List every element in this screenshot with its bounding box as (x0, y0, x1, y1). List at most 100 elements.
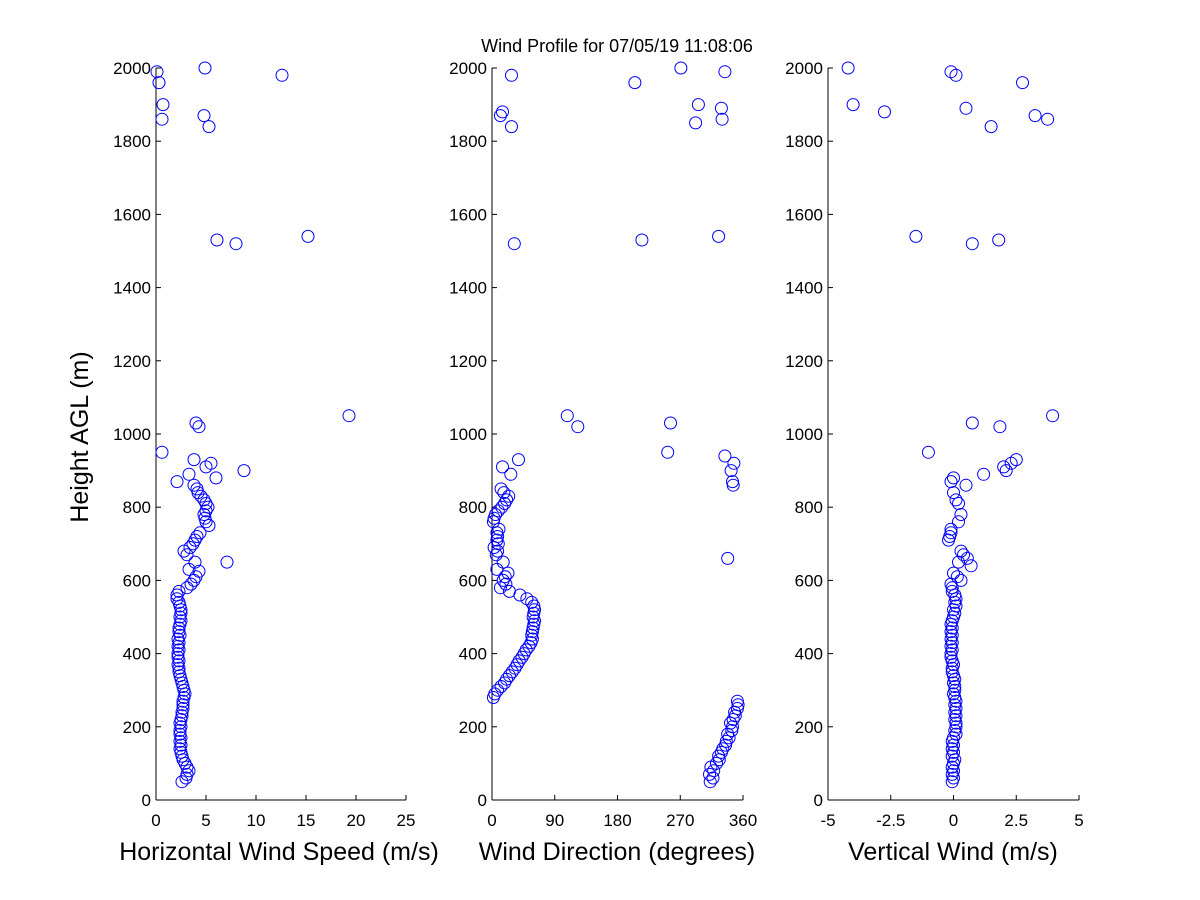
data-point (999, 464, 1013, 478)
data-point (520, 592, 534, 606)
y-tick-label: 1400 (113, 279, 151, 298)
data-point (959, 101, 973, 115)
data-point (512, 453, 525, 467)
data-point (180, 760, 194, 774)
data-point (171, 632, 185, 646)
x-tick-label: 0 (151, 811, 160, 830)
data-point (491, 544, 505, 558)
data-point (560, 409, 574, 423)
data-point (505, 665, 519, 679)
y-tick-label: 2000 (785, 59, 823, 78)
data-point (948, 683, 962, 697)
data-point (954, 544, 968, 558)
y-tick-label: 1800 (449, 132, 487, 151)
data-point (498, 676, 512, 690)
data-point (718, 449, 732, 463)
data-point (172, 665, 186, 679)
y-tick-label: 1800 (113, 132, 151, 151)
data-point (1041, 112, 1055, 126)
data-point (947, 566, 960, 580)
data-point (490, 562, 504, 576)
x-tick-label: 0 (487, 811, 496, 830)
data-point (499, 577, 513, 591)
data-point (726, 475, 739, 489)
data-point (209, 471, 223, 485)
data-point (174, 606, 188, 620)
data-point (945, 665, 959, 679)
y-axis-label: Height AGL (m) (66, 351, 94, 522)
data-point (201, 500, 215, 514)
y-tick-label: 1000 (785, 425, 823, 444)
x-tick-label: 180 (603, 811, 631, 830)
data-point (1009, 453, 1023, 467)
data-point (182, 467, 196, 481)
y-tick-label: 200 (459, 718, 487, 737)
data-points (486, 61, 745, 789)
y-tick-label: 800 (459, 498, 487, 517)
y-tick-label: 1000 (449, 425, 487, 444)
data-point (188, 533, 202, 547)
data-point (193, 526, 207, 540)
data-point (716, 742, 730, 756)
x-tick-label: 5 (201, 811, 210, 830)
data-point (721, 551, 735, 565)
data-point (944, 526, 958, 540)
data-point (489, 508, 502, 521)
y-tick-label: 400 (795, 645, 823, 664)
y-tick-label: 600 (123, 571, 151, 590)
data-point (726, 713, 740, 726)
y-tick-label: 0 (478, 791, 487, 810)
data-point (950, 570, 964, 584)
data-point (188, 555, 202, 569)
data-point (949, 592, 963, 606)
x-tick-label: 5 (1074, 811, 1083, 830)
data-point (525, 595, 539, 609)
x-tick-label: 10 (247, 811, 266, 830)
x-tick-label: 90 (545, 811, 564, 830)
data-point (964, 559, 978, 573)
data-points (841, 61, 1060, 789)
data-point (959, 478, 973, 492)
data-point (176, 698, 190, 712)
data-point (491, 504, 505, 518)
data-point (949, 720, 963, 734)
y-tick-label: 1000 (113, 425, 151, 444)
data-point (519, 643, 533, 657)
x-tick-label: -2.5 (876, 811, 905, 830)
y-tick-label: 200 (123, 718, 151, 737)
data-point (194, 489, 208, 503)
data-points (150, 61, 356, 789)
data-point (628, 76, 642, 90)
data-point (496, 555, 510, 569)
data-point (512, 654, 526, 668)
data-point (155, 112, 169, 126)
data-point (944, 522, 958, 536)
data-point (949, 702, 963, 715)
data-point (190, 482, 204, 496)
y-tick-label: 800 (123, 498, 151, 517)
subplot-1: 0 200 400 600 800 1000 1200 1400 1600 1800 2000 0 5 1… (113, 59, 439, 866)
data-point (712, 229, 726, 243)
data-point (202, 120, 216, 134)
x-tick-label: 25 (397, 811, 416, 830)
y-tick-label: 600 (459, 571, 487, 590)
data-point (730, 694, 744, 708)
x-tick-label: 15 (297, 811, 316, 830)
data-point (517, 647, 531, 661)
data-point (714, 101, 728, 115)
data-point (493, 109, 507, 123)
y-tick-label: 2000 (449, 59, 487, 78)
data-point (495, 500, 509, 514)
data-point (497, 486, 511, 500)
data-point (921, 445, 935, 459)
data-point (496, 573, 510, 587)
data-point (202, 519, 216, 532)
data-point (712, 749, 726, 763)
data-point (275, 68, 289, 82)
data-point (945, 628, 959, 642)
data-point (180, 581, 194, 595)
y-tick-label: 0 (142, 791, 151, 810)
data-point (184, 577, 198, 591)
data-point (152, 76, 166, 90)
